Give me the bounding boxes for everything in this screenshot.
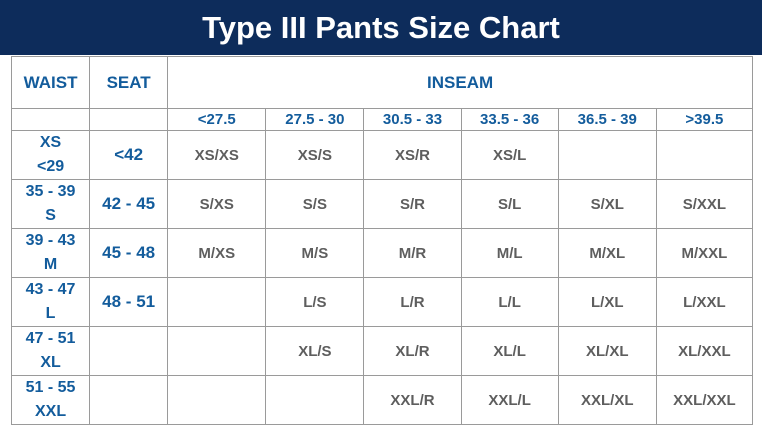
size-cell: XXL/L xyxy=(460,375,559,425)
size-cell: XL/L xyxy=(460,326,559,376)
size-cell xyxy=(557,130,657,180)
waist-size: <29 xyxy=(36,158,65,175)
inseam-range: 36.5 - 39 xyxy=(557,108,657,131)
waist-range: 47 - 51 xyxy=(25,330,76,347)
inseam-range: 27.5 - 30 xyxy=(265,108,365,131)
size-cell: S/XS xyxy=(167,179,267,229)
seat-cell xyxy=(89,375,169,425)
size-cell xyxy=(655,130,754,180)
size-cell: S/L xyxy=(460,179,559,229)
waist-size: XL xyxy=(40,354,61,371)
seat-cell xyxy=(89,326,169,376)
size-cell xyxy=(265,375,365,425)
size-cell: XXL/XL xyxy=(557,375,657,425)
size-cell: L/XXL xyxy=(655,277,754,327)
seat-cell: <42 xyxy=(89,130,169,180)
waist-range: XS xyxy=(39,134,62,151)
table-row: 35 - 39 S 42 - 45 S/XS S/S S/R S/L S/XL … xyxy=(10,179,754,229)
waist-cell: XS <29 xyxy=(10,130,91,180)
waist-size: M xyxy=(43,256,58,273)
size-cell: M/R xyxy=(363,228,462,278)
size-cell: XXL/XXL xyxy=(655,375,754,425)
waist-range: 35 - 39 xyxy=(25,183,76,200)
table-row: XS <29 <42 XS/XS XS/S XS/R XS/L xyxy=(10,130,754,180)
size-cell: L/L xyxy=(460,277,559,327)
table-row: 47 - 51 XL XL/S XL/R XL/L XL/XL XL/XXL xyxy=(10,326,754,376)
waist-size: XXL xyxy=(34,403,67,420)
size-cell: L/XL xyxy=(557,277,657,327)
inseam-range: 30.5 - 33 xyxy=(363,108,462,131)
waist-header: WAIST xyxy=(10,56,91,109)
size-cell: M/XXL xyxy=(655,228,754,278)
size-cell: XS/XS xyxy=(167,130,267,180)
size-cell: XS/L xyxy=(460,130,559,180)
size-chart-table: WAIST SEAT INSEAM <27.5 27.5 - 30 30.5 -… xyxy=(10,56,754,425)
size-cell: XL/R xyxy=(363,326,462,376)
waist-cell: 39 - 43 M xyxy=(10,228,91,278)
waist-cell: 47 - 51 XL xyxy=(10,326,91,376)
waist-cell: 51 - 55 XXL xyxy=(10,375,91,425)
waist-size: S xyxy=(45,207,56,224)
inseam-range: >39.5 xyxy=(655,108,754,131)
seat-cell: 45 - 48 xyxy=(89,228,169,278)
size-cell xyxy=(167,375,267,425)
waist-cell: 43 - 47 L xyxy=(10,277,91,327)
empty-header-cell xyxy=(10,108,91,131)
size-cell: S/R xyxy=(363,179,462,229)
size-cell xyxy=(167,277,267,327)
seat-header: SEAT xyxy=(89,56,169,109)
seat-cell: 48 - 51 xyxy=(89,277,169,327)
size-cell: XXL/R xyxy=(363,375,462,425)
seat-cell: 42 - 45 xyxy=(89,179,169,229)
size-cell: M/XS xyxy=(167,228,267,278)
size-cell: XL/XL xyxy=(557,326,657,376)
inseam-header: INSEAM xyxy=(167,56,753,109)
size-cell: S/S xyxy=(265,179,365,229)
size-cell: M/XL xyxy=(557,228,657,278)
size-cell: M/S xyxy=(265,228,365,278)
header-row: WAIST SEAT INSEAM xyxy=(10,56,753,109)
size-cell: L/S xyxy=(265,277,365,327)
size-cell: XL/XXL xyxy=(655,326,754,376)
inseam-range: <27.5 xyxy=(167,108,267,131)
size-cell xyxy=(167,326,267,376)
waist-cell: 35 - 39 S xyxy=(10,179,91,229)
waist-range: 51 - 55 xyxy=(25,379,76,396)
waist-size: L xyxy=(45,305,56,322)
size-cell: XS/R xyxy=(363,130,462,180)
table-row: 39 - 43 M 45 - 48 M/XS M/S M/R M/L M/XL … xyxy=(10,228,754,278)
waist-range: 39 - 43 xyxy=(25,232,76,249)
size-cell: XL/S xyxy=(265,326,365,376)
size-cell: S/XL xyxy=(557,179,657,229)
size-cell: S/XXL xyxy=(655,179,754,229)
size-cell: L/R xyxy=(363,277,462,327)
size-cell: M/L xyxy=(460,228,559,278)
empty-header-cell xyxy=(89,108,169,131)
chart-title: Type III Pants Size Chart xyxy=(0,0,762,55)
inseam-range-row: <27.5 27.5 - 30 30.5 - 33 33.5 - 36 36.5… xyxy=(10,108,754,131)
size-cell: XS/S xyxy=(265,130,365,180)
waist-range: 43 - 47 xyxy=(25,281,76,298)
table-row: 51 - 55 XXL XXL/R XXL/L XXL/XL XXL/XXL xyxy=(10,375,754,425)
inseam-range: 33.5 - 36 xyxy=(460,108,559,131)
table-row: 43 - 47 L 48 - 51 L/S L/R L/L L/XL L/XXL xyxy=(10,277,754,327)
